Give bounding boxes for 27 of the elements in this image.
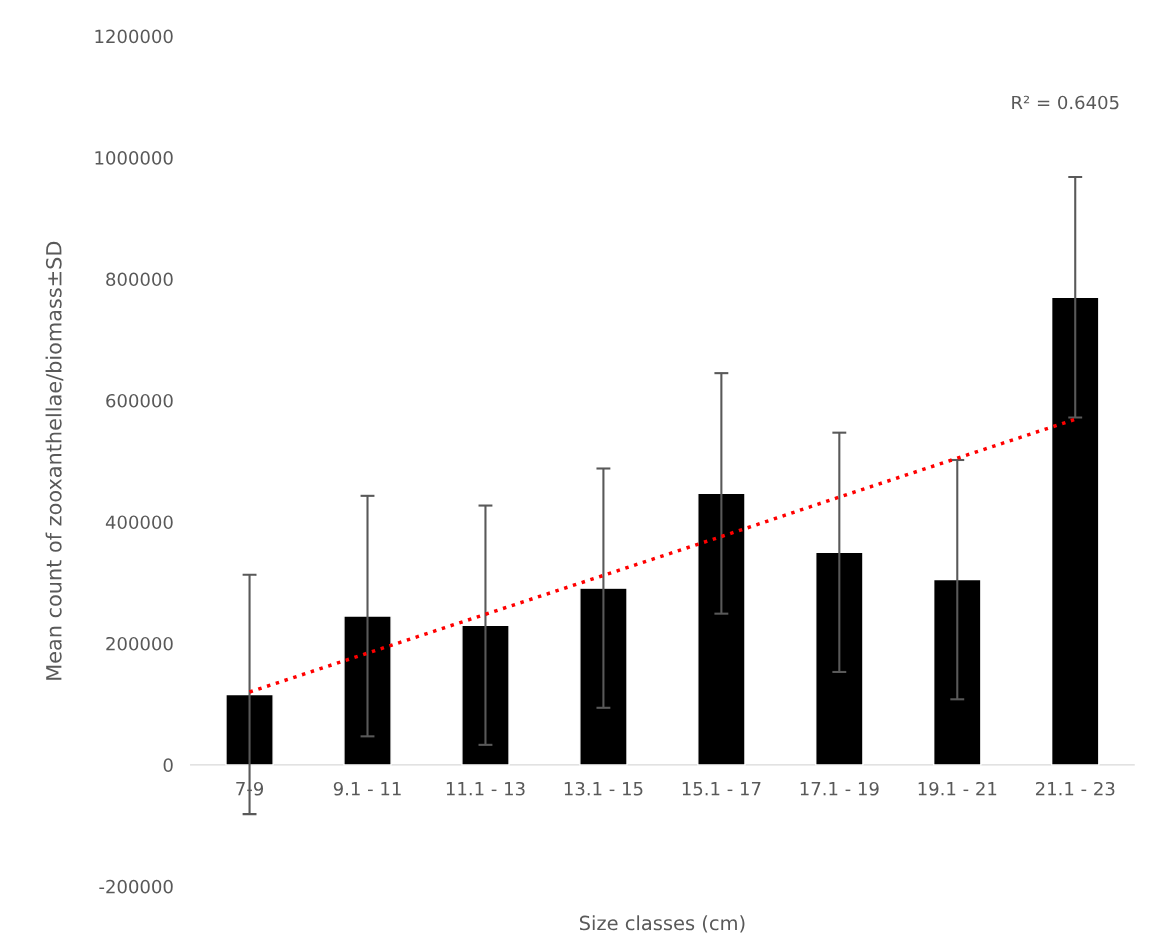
x-tick-label: 17.1 - 19 xyxy=(800,781,879,796)
y-tick-label: 800000 xyxy=(106,272,173,287)
y-tick-label: 400000 xyxy=(105,515,173,530)
x-tick-label: 11.1 - 13 xyxy=(446,781,525,796)
bar xyxy=(697,492,746,766)
y-tick-label: -200000 xyxy=(99,879,173,894)
y-axis-title: Mean count of zooxanthellae/biomass±SD xyxy=(45,241,64,680)
bar xyxy=(579,587,628,766)
y-tick-label: 600000 xyxy=(106,393,173,408)
x-tick-label: 19.1 - 21 xyxy=(918,781,997,796)
bar xyxy=(815,551,864,766)
line-series xyxy=(247,417,1077,694)
x-axis-title: Size classes (cm) xyxy=(579,915,745,933)
bar xyxy=(461,624,510,766)
y-tick-label: 1000000 xyxy=(95,150,173,165)
annotation: R² = 0.6405 xyxy=(1012,95,1119,110)
bar xyxy=(932,578,982,766)
bar xyxy=(343,615,392,766)
x-tick-label: 9.1 - 11 xyxy=(333,781,401,796)
x-tick-label: 15.1 - 17 xyxy=(682,782,761,796)
y-tick-label: 200000 xyxy=(106,636,173,651)
x-tick-label: 21.1 - 23 xyxy=(1035,781,1115,796)
x-tick-label: 13.1 - 15 xyxy=(564,781,643,796)
bar xyxy=(225,693,274,766)
bar xyxy=(1050,296,1100,766)
y-tick-label: 1200000 xyxy=(95,29,173,44)
y-tick-label: 0 xyxy=(163,758,173,773)
